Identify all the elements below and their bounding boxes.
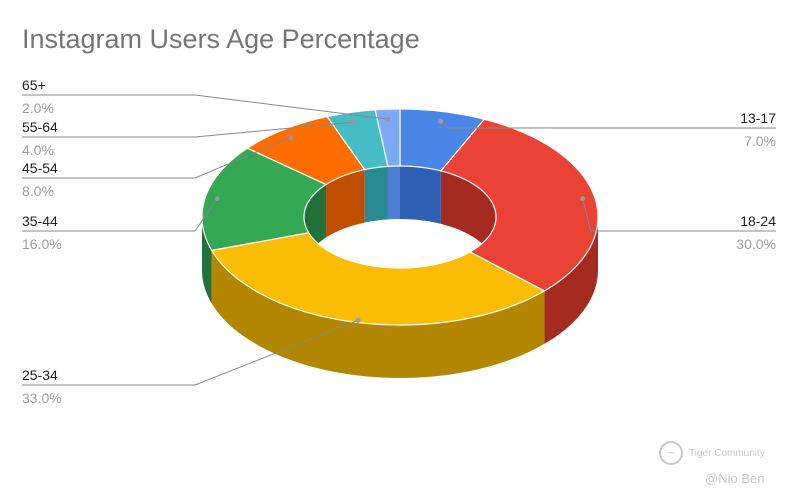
slice-label-18-24: 18-24: [740, 213, 776, 229]
slice-label-55-64: 55-64: [22, 119, 58, 135]
leader-line-18-24: [582, 198, 776, 232]
leader-dot-65+: [385, 116, 391, 122]
leader-dot-18-24: [580, 196, 586, 202]
donut-hole-inner-wall: [304, 166, 496, 270]
slice-label-45-54: 45-54: [22, 160, 58, 176]
watermark: ~ Tiger Community @Nio Ben: [659, 441, 784, 486]
slice-side-18-24: [544, 217, 598, 344]
leader-dot-13-17: [438, 118, 444, 124]
leader-line-65+: [22, 94, 389, 120]
leader-dot-45-54: [288, 135, 294, 141]
slice-label-25-34: 25-34: [22, 367, 58, 383]
slice-inner-wall-65+: [387, 166, 400, 220]
donut-sides: [202, 217, 598, 378]
leader-line-45-54: [22, 137, 291, 179]
slice-65+: [374, 108, 401, 168]
tiger-logo-icon: ~: [659, 441, 683, 465]
slice-labels: 13-17 7.0% 18-24 30.0% 25-34 33.0% 35-44 16.0% 4…: [22, 77, 776, 406]
slice-label-13-17: 13-17: [740, 110, 776, 126]
slice-value-35-44: 16.0%: [22, 236, 62, 252]
leader-line-25-34: [22, 319, 359, 386]
slice-inner-wall-13-17: [400, 166, 441, 224]
donut-slices: [201, 108, 599, 326]
leader-line-13-17: [440, 121, 776, 129]
slice-value-25-34: 33.0%: [22, 390, 62, 406]
slice-inner-wall-18-24: [440, 170, 496, 270]
slice-side-35-44: [202, 217, 212, 304]
leader-line-35-44: [22, 198, 218, 232]
leader-lines: [22, 94, 776, 386]
slice-value-13-17: 7.0%: [744, 133, 776, 149]
leader-dot-25-34: [355, 317, 361, 323]
slice-value-45-54: 8.0%: [22, 183, 54, 199]
slice-value-55-64: 4.0%: [22, 142, 54, 158]
slice-value-65+: 2.0%: [22, 100, 54, 116]
watermark-author: @Nio Ben: [705, 471, 765, 486]
leader-dot-35-44: [214, 196, 220, 202]
slice-inner-wall-55-64: [364, 166, 388, 223]
slice-label-65+: 65+: [22, 77, 46, 93]
chart-title: Instagram Users Age Percentage: [22, 24, 420, 54]
slice-inner-wall-45-54: [326, 169, 365, 238]
slice-side-25-34: [211, 250, 545, 378]
leader-dot-55-64: [351, 119, 357, 125]
slice-label-35-44: 35-44: [22, 213, 58, 229]
leader-line-55-64: [22, 121, 354, 138]
watermark-community: Tiger Community: [689, 447, 765, 459]
slice-value-18-24: 30.0%: [736, 236, 776, 252]
